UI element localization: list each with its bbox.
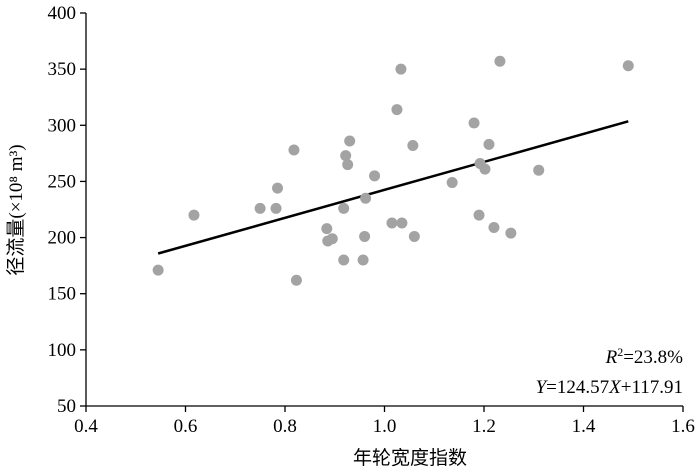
data-point (288, 144, 300, 156)
x-tick-label: 0.6 (174, 416, 198, 437)
data-point (473, 209, 485, 221)
data-point (483, 138, 495, 150)
y-tick-label: 250 (48, 171, 77, 192)
x-axis-label: 年轮宽度指数 (353, 447, 467, 469)
data-point (396, 217, 408, 229)
y-tick-label: 100 (48, 340, 77, 361)
eq-y: Y (536, 377, 549, 398)
equation-annotation: Y=124.57X+117.91 (536, 377, 683, 398)
data-point (494, 55, 506, 67)
x-tick-label: 0.4 (74, 416, 98, 437)
data-point (188, 209, 200, 221)
data-point (270, 202, 282, 214)
data-point (290, 274, 302, 286)
data-point (338, 202, 350, 214)
y-tick-label: 200 (48, 228, 77, 249)
data-point (152, 264, 164, 276)
data-point (505, 227, 517, 239)
data-point (488, 221, 500, 233)
r2-value: =23.8% (623, 347, 683, 368)
data-point (321, 223, 333, 235)
x-tick-label: 1.4 (572, 416, 596, 437)
r2-annotation: R2=23.8% (605, 345, 684, 368)
data-point (408, 230, 420, 242)
data-point (272, 182, 284, 194)
data-point (622, 60, 634, 72)
data-point (359, 230, 371, 242)
data-point (391, 104, 403, 116)
y-tick-label: 300 (48, 115, 77, 136)
data-point (344, 135, 356, 147)
data-point (369, 170, 381, 182)
data-point (340, 150, 352, 162)
data-point (533, 164, 545, 176)
eq-intercept: +117.91 (621, 377, 683, 398)
y-tick-label: 150 (48, 284, 77, 305)
data-point (395, 63, 407, 75)
data-point (386, 217, 398, 229)
eq-x: X (608, 377, 622, 398)
y-tick-label: 400 (48, 3, 77, 24)
x-tick-label: 0.8 (273, 416, 297, 437)
x-tick-label: 1.0 (373, 416, 397, 437)
data-point (468, 117, 480, 129)
data-point (360, 192, 372, 204)
data-point (254, 202, 266, 214)
r2-symbol: R (605, 347, 618, 368)
y-tick-label: 350 (48, 59, 77, 80)
data-point (326, 233, 338, 245)
data-point (407, 139, 419, 151)
data-point (342, 159, 354, 171)
data-point (446, 177, 458, 189)
y-axis-label: 径流量(×10⁸ m³) (5, 144, 27, 275)
data-point (338, 254, 350, 266)
eq-slope: =124.57 (546, 377, 609, 398)
y-tick-label: 50 (57, 396, 76, 417)
x-tick-label: 1.2 (472, 416, 496, 437)
data-point (357, 254, 369, 266)
x-tick-label: 1.6 (671, 416, 695, 437)
regression-line (157, 120, 629, 255)
data-point (479, 163, 491, 175)
r2-exponent: 2 (617, 345, 623, 359)
